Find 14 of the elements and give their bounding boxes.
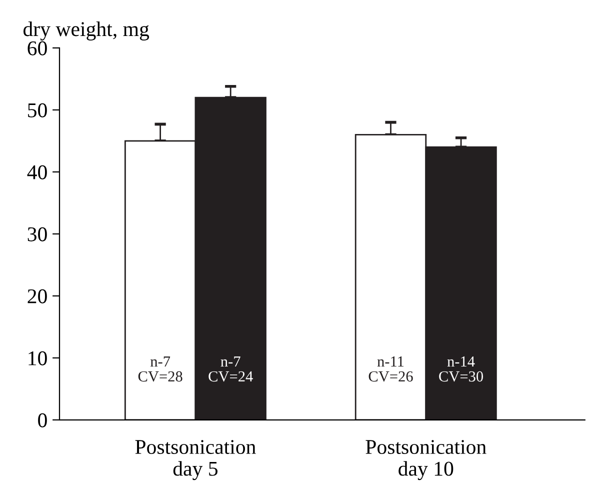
annotation: n-7 CV=24 bbox=[208, 356, 253, 382]
x-tick-label: Postsonication day 10 bbox=[366, 440, 486, 480]
annotation: n-7 CV=28 bbox=[138, 356, 182, 382]
y-axis-title: dry weight, mg bbox=[23, 22, 150, 40]
y-tick-label: 30 bbox=[28, 227, 47, 242]
y-tick-label: 50 bbox=[28, 103, 47, 118]
annotation: n-14 CV=30 bbox=[439, 356, 484, 382]
annotation: n-11 CV=26 bbox=[368, 356, 413, 382]
y-tick-label: 20 bbox=[28, 289, 47, 304]
y-tick-label: 40 bbox=[27, 165, 47, 180]
x-tick-label: Postsonication day 5 bbox=[135, 440, 256, 480]
y-tick-label: 10 bbox=[28, 351, 47, 366]
y-tick-label: 60 bbox=[28, 41, 47, 56]
y-tick-label: 0 bbox=[38, 413, 47, 428]
